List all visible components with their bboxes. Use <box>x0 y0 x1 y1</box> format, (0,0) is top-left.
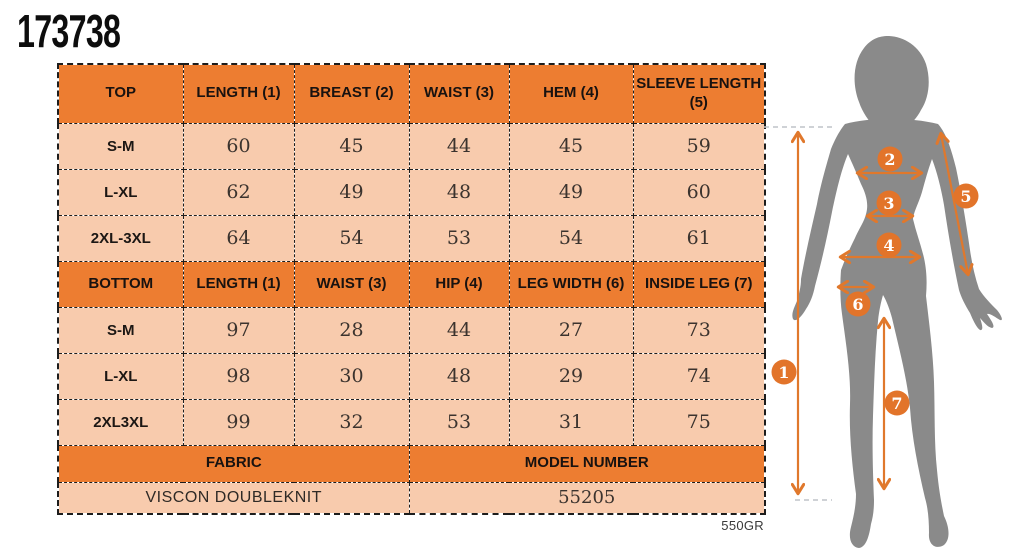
marker-1: 1 <box>771 359 797 385</box>
size-label: 2XL3XL <box>57 398 184 446</box>
table-cell: 64 <box>182 214 295 262</box>
column-header-sleeve-length: SLEEVE LENGTH (5) <box>632 63 766 124</box>
table-cell: 97 <box>182 306 295 354</box>
table-cell: 44 <box>408 306 510 354</box>
marker-5: 5 <box>953 183 979 209</box>
footer-header-row: FABRIC MODEL NUMBER <box>57 444 766 483</box>
table-cell: 54 <box>293 214 410 262</box>
table-cell: 73 <box>632 306 766 354</box>
silhouette-head <box>854 36 929 131</box>
column-header-length: LENGTH (1) <box>182 63 295 124</box>
table-cell: 45 <box>293 122 410 170</box>
svg-text:1: 1 <box>778 363 789 382</box>
table-row: 2XL-3XL 64 54 53 54 61 <box>57 214 766 262</box>
table-cell: 30 <box>293 352 410 400</box>
marker-7: 7 <box>884 390 910 416</box>
size-label: S-M <box>57 306 184 354</box>
size-label: 2XL-3XL <box>57 214 184 262</box>
table-cell: 49 <box>508 168 634 216</box>
footer-value-row: VISCON DOUBLEKNIT 55205 <box>57 481 766 515</box>
column-header-waist: WAIST (3) <box>293 260 410 308</box>
table-row: L-XL 62 49 48 49 60 <box>57 168 766 216</box>
table-cell: 53 <box>408 398 510 446</box>
top-header-row: TOP LENGTH (1) BREAST (2) WAIST (3) HEM … <box>57 63 766 124</box>
table-cell: 53 <box>408 214 510 262</box>
column-header-inside-leg: INSIDE LEG (7) <box>632 260 766 308</box>
table-cell: 27 <box>508 306 634 354</box>
table-cell: 45 <box>508 122 634 170</box>
table-cell: 44 <box>408 122 510 170</box>
column-header-hem: HEM (4) <box>508 63 634 124</box>
table-cell: 75 <box>632 398 766 446</box>
column-header-length: LENGTH (1) <box>182 260 295 308</box>
size-label: S-M <box>57 122 184 170</box>
table-cell: 29 <box>508 352 634 400</box>
svg-text:6: 6 <box>852 295 863 314</box>
table-cell: 32 <box>293 398 410 446</box>
table-cell: 48 <box>408 168 510 216</box>
fabric-value: VISCON DOUBLEKNIT <box>57 481 410 515</box>
table-cell: 54 <box>508 214 634 262</box>
table-cell: 74 <box>632 352 766 400</box>
bottom-header-row: BOTTOM LENGTH (1) WAIST (3) HIP (4) LEG … <box>57 260 766 308</box>
column-header-bottom: BOTTOM <box>57 260 184 308</box>
table-cell: 60 <box>632 168 766 216</box>
size-label: L-XL <box>57 352 184 400</box>
column-header-waist: WAIST (3) <box>408 63 510 124</box>
svg-text:2: 2 <box>884 150 895 169</box>
column-header-leg-width: LEG WIDTH (6) <box>508 260 634 308</box>
table-cell: 49 <box>293 168 410 216</box>
table-cell: 60 <box>182 122 295 170</box>
table-cell: 28 <box>293 306 410 354</box>
table-cell: 98 <box>182 352 295 400</box>
svg-text:7: 7 <box>891 394 902 413</box>
size-chart-table: TOP LENGTH (1) BREAST (2) WAIST (3) HEM … <box>57 63 766 515</box>
weight-note: 550GR <box>721 518 764 533</box>
measurement-diagram: 1 2 3 4 5 6 7 <box>764 36 1002 548</box>
arrow-sleeve-length <box>941 134 968 274</box>
table-row: S-M 97 28 44 27 73 <box>57 306 766 354</box>
column-header-hip: HIP (4) <box>408 260 510 308</box>
table-row: S-M 60 45 44 45 59 <box>57 122 766 170</box>
marker-6: 6 <box>845 291 871 317</box>
table-row: L-XL 98 30 48 29 74 <box>57 352 766 400</box>
size-label: L-XL <box>57 168 184 216</box>
table-row: 2XL3XL 99 32 53 31 75 <box>57 398 766 446</box>
product-code: 173738 <box>17 5 121 57</box>
table-cell: 61 <box>632 214 766 262</box>
silhouette-body <box>792 118 1002 548</box>
table-cell: 31 <box>508 398 634 446</box>
table-cell: 62 <box>182 168 295 216</box>
svg-text:5: 5 <box>960 187 971 206</box>
fabric-header: FABRIC <box>57 444 410 483</box>
marker-4: 4 <box>876 232 902 258</box>
svg-text:3: 3 <box>883 194 894 213</box>
table-cell: 59 <box>632 122 766 170</box>
column-header-breast: BREAST (2) <box>293 63 410 124</box>
table-cell: 99 <box>182 398 295 446</box>
svg-text:4: 4 <box>883 236 894 255</box>
model-number-header: MODEL NUMBER <box>408 444 766 483</box>
column-header-top: TOP <box>57 63 184 124</box>
body-silhouette <box>792 36 1002 548</box>
table-cell: 48 <box>408 352 510 400</box>
model-number-value: 55205 <box>408 481 766 515</box>
marker-3: 3 <box>876 190 902 216</box>
marker-2: 2 <box>877 146 903 172</box>
